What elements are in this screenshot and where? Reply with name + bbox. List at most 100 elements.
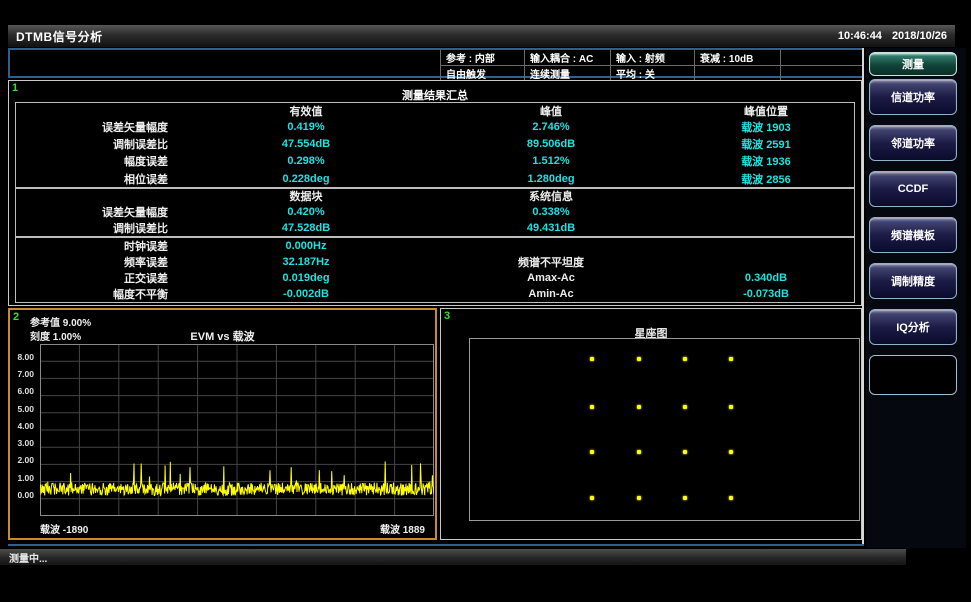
param-blank-3 <box>780 66 862 81</box>
cell-value: 2.746% <box>426 118 676 135</box>
y-tick: 3.00 <box>17 438 34 448</box>
summary-section-blocks: 数据块 系统信息 误差矢量幅度 0.420% 0.338% 调制误差比 47.5… <box>16 189 854 238</box>
constellation-point <box>637 450 641 454</box>
cell-value: 1.280deg <box>426 170 676 187</box>
evm-chart-title: EVM vs 载波 <box>10 328 435 344</box>
y-tick: 4.00 <box>17 421 34 431</box>
row-label: 误差矢量幅度 <box>16 118 186 135</box>
evm-chart-panel[interactable]: 2 参考值 9.00% 刻度 1.00% EVM vs 载波 8.00 7.00… <box>8 308 437 540</box>
row-label: 调制误差比 <box>16 135 186 152</box>
summary-panel[interactable]: 1 测量结果汇总 有效值 峰值 峰值位置 误差矢量幅度 0.419% 2.746… <box>8 80 862 306</box>
softkey-iq-analysis[interactable]: IQ分析 <box>869 309 957 345</box>
y-tick: 0.00 <box>17 490 34 500</box>
col-header-system-info: 系统信息 <box>426 189 676 203</box>
row-label: Amax-Ac <box>426 270 676 286</box>
constellation-point <box>590 496 594 500</box>
constellation-point <box>683 357 687 361</box>
evm-trace-plot <box>40 344 434 516</box>
time-label: 10:46:44 <box>838 30 882 42</box>
param-input-coupling: 输入耦合 : AC <box>524 50 610 66</box>
param-blank-2 <box>694 66 780 81</box>
col-header-peak: 峰值 <box>426 103 676 118</box>
window-3-marker: 3 <box>444 310 450 322</box>
analyzer-screen: DTMB信号分析 10:46:44 2018/10/26 参考 : 内部 输入耦… <box>0 0 971 602</box>
row-label: 调制误差比 <box>16 220 186 236</box>
constellation-point <box>729 450 733 454</box>
constellation-point <box>637 357 641 361</box>
x-axis-left-label: 载波 -1890 <box>40 521 88 536</box>
param-sweep: 连续测量 <box>524 66 610 81</box>
parameter-strip: 参考 : 内部 输入耦合 : AC 输入 : 射频 衰减 : 10dB 自由触发… <box>8 48 864 78</box>
row-label: 幅度不平衡 <box>16 286 186 302</box>
cell-value: 0.419% <box>186 118 426 135</box>
y-tick: 2.00 <box>17 455 34 465</box>
cell-value: 89.506dB <box>426 135 676 152</box>
cell-value: 0.228deg <box>186 170 426 187</box>
constellation-point <box>637 496 641 500</box>
softkey-measure[interactable]: 测量 <box>869 52 957 76</box>
cell-value: 0.340dB <box>676 270 856 286</box>
param-reference: 参考 : 内部 <box>440 50 524 66</box>
parameter-grid: 参考 : 内部 输入耦合 : AC 输入 : 射频 衰减 : 10dB 自由触发… <box>440 50 862 76</box>
param-trigger: 自由触发 <box>440 66 524 81</box>
constellation-panel[interactable]: 3 星座图 <box>440 308 862 540</box>
row-label: Amin-Ac <box>426 286 676 302</box>
window-2-marker: 2 <box>13 311 19 323</box>
row-label: 正交误差 <box>16 270 186 286</box>
cell-value: -0.002dB <box>186 286 426 302</box>
row-label: 幅度误差 <box>16 153 186 170</box>
softkey-sidebar: 测量 信道功率 邻道功率 CCDF 频谱模板 调制精度 IQ分析 <box>866 48 966 548</box>
evm-y-axis-ticks: 8.00 7.00 6.00 5.00 4.00 3.00 2.00 1.00 … <box>10 344 37 516</box>
row-label: 频率误差 <box>16 254 186 270</box>
summary-table: 有效值 峰值 峰值位置 误差矢量幅度 0.419% 2.746% 载波 1903… <box>15 102 855 303</box>
constellation-point <box>637 405 641 409</box>
constellation-point <box>683 496 687 500</box>
softkey-modulation-accuracy[interactable]: 调制精度 <box>869 263 957 299</box>
cell-value: 0.019deg <box>186 270 426 286</box>
param-input: 输入 : 射频 <box>610 50 694 66</box>
constellation-point <box>729 496 733 500</box>
col-header-data-block: 数据块 <box>186 189 426 203</box>
cell-value: 载波 2856 <box>676 170 856 187</box>
softkey-blank[interactable] <box>869 355 957 395</box>
y-tick: 7.00 <box>17 369 34 379</box>
status-bar: 测量中... <box>0 549 906 565</box>
softkey-ccdf[interactable]: CCDF <box>869 171 957 207</box>
constellation-point <box>683 405 687 409</box>
cell-value: 49.431dB <box>426 220 676 236</box>
cell-value: 0.420% <box>186 203 426 219</box>
col-header-rms: 有效值 <box>186 103 426 118</box>
summary-title: 测量结果汇总 <box>9 87 861 103</box>
param-blank-1 <box>780 50 862 66</box>
cell-value: 47.528dB <box>186 220 426 236</box>
flatness-header: 频谱不平坦度 <box>426 254 676 270</box>
x-axis-right-label: 载波 1889 <box>380 521 425 536</box>
softkey-adjacent-channel-power[interactable]: 邻道功率 <box>869 125 957 161</box>
y-tick: 8.00 <box>17 352 34 362</box>
constellation-point <box>683 450 687 454</box>
cell-value: 0.000Hz <box>186 238 426 254</box>
y-tick: 1.00 <box>17 473 34 483</box>
summary-section-peaks: 有效值 峰值 峰值位置 误差矢量幅度 0.419% 2.746% 载波 1903… <box>16 103 854 189</box>
softkey-spectrum-mask[interactable]: 频谱模板 <box>869 217 957 253</box>
app-title: DTMB信号分析 <box>16 28 103 45</box>
constellation-point <box>729 357 733 361</box>
cell-value: 0.298% <box>186 153 426 170</box>
cell-value: 0.338% <box>426 203 676 219</box>
col-header-peak-pos: 峰值位置 <box>676 103 856 118</box>
cell-value: -0.073dB <box>676 286 856 302</box>
row-label: 误差矢量幅度 <box>16 203 186 219</box>
row-label: 时钟误差 <box>16 238 186 254</box>
param-average: 平均 : 关 <box>610 66 694 81</box>
y-tick: 5.00 <box>17 404 34 414</box>
summary-section-errors: 时钟误差 0.000Hz 频率误差 32.187Hz 频谱不平坦度 正交误差 0… <box>16 238 854 302</box>
row-label: 相位误差 <box>16 170 186 187</box>
cell-value: 载波 1936 <box>676 153 856 170</box>
window-1-marker: 1 <box>12 82 18 94</box>
content-right-divider <box>862 48 864 546</box>
constellation-point <box>590 357 594 361</box>
cell-value: 载波 2591 <box>676 135 856 152</box>
title-bar: DTMB信号分析 10:46:44 2018/10/26 <box>8 25 955 47</box>
clock: 10:46:44 2018/10/26 <box>838 30 947 42</box>
softkey-channel-power[interactable]: 信道功率 <box>869 79 957 115</box>
